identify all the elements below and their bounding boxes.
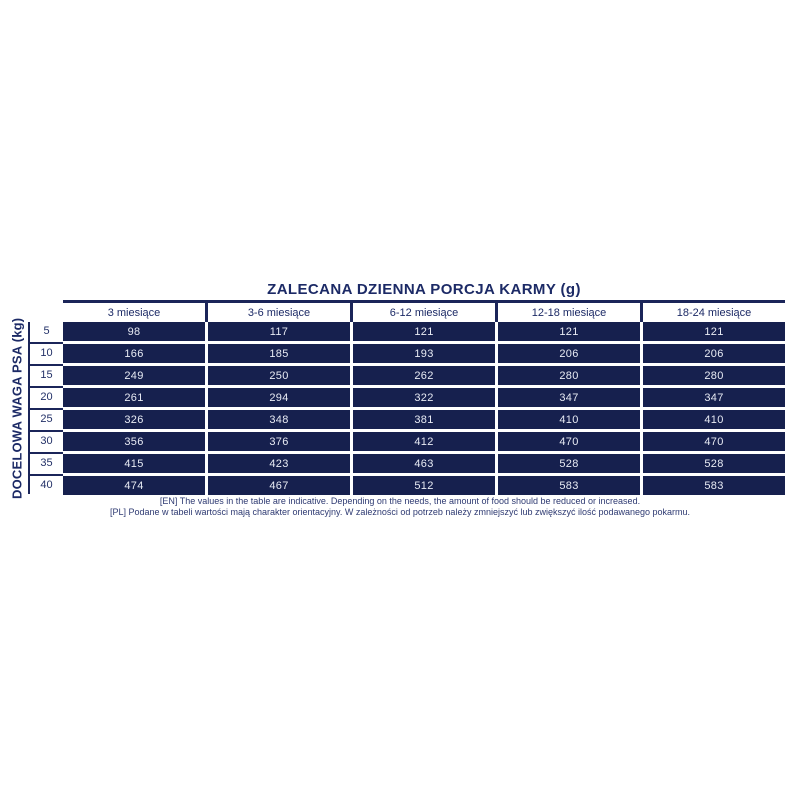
header-separator [640,303,643,322]
portion-value-cell: 356 [63,432,205,451]
weight-label: 20 [30,388,63,410]
portion-value-cell: 185 [208,344,350,363]
footnote-en: [EN] The values in the table are indicat… [159,496,641,506]
weight-label: 15 [30,366,63,388]
portion-value-cell: 294 [208,388,350,407]
column-header: 18-24 miesiące [643,303,785,322]
table-row: 356 376 412 470 470 [63,432,785,451]
table-title: ZALECANA DZIENNA PORCJA KARMY (g) [267,281,581,298]
column-header: 6-12 miesiące [353,303,495,322]
portion-value-cell: 249 [63,366,205,385]
table-body: 98 117 121 121 121 166 185 193 206 206 249 250 262 28… [63,322,785,498]
portion-value-cell: 347 [643,388,785,407]
portion-value-cell: 467 [208,476,350,495]
portion-value-cell: 348 [208,410,350,429]
footnote-pl: [PL] Podane w tabeli wartości mają chara… [109,507,691,517]
portion-value-cell: 347 [498,388,640,407]
table-row: 474 467 512 583 583 [63,476,785,495]
table-row: 326 348 381 410 410 [63,410,785,429]
portion-value-cell: 474 [63,476,205,495]
table-row: 166 185 193 206 206 [63,344,785,363]
portion-value-cell: 470 [498,432,640,451]
weight-label: 30 [30,432,63,454]
portion-value-cell: 206 [643,344,785,363]
footnotes: [EN] The values in the table are indicat… [0,496,800,518]
table-row: 249 250 262 280 280 [63,366,785,385]
column-header: 3 miesiące [63,303,205,322]
row-axis-label: DOCELOWA WAGA PSA (kg) [9,317,25,499]
weight-label: 5 [30,322,63,344]
portion-value-cell: 326 [63,410,205,429]
weight-labels-column: 5 10 15 20 25 30 35 40 [30,322,63,495]
portion-value-cell: 470 [643,432,785,451]
table-row: 98 117 121 121 121 [63,322,785,341]
portion-value-cell: 98 [63,322,205,341]
table-top-rule [63,300,785,303]
axis-divider-line [28,322,30,494]
column-header: 12-18 miesiące [498,303,640,322]
weight-label: 25 [30,410,63,432]
portion-value-cell: 262 [353,366,495,385]
portion-value-cell: 261 [63,388,205,407]
portion-value-cell: 463 [353,454,495,473]
table-header-row: 3 miesiące 3-6 miesiące 6-12 miesiące 12-18… [63,303,785,322]
portion-value-cell: 250 [208,366,350,385]
portion-value-cell: 381 [353,410,495,429]
portion-value-cell: 166 [63,344,205,363]
portion-value-cell: 410 [643,410,785,429]
portion-value-cell: 376 [208,432,350,451]
weight-label: 10 [30,344,63,366]
weight-label: 40 [40,479,53,491]
portion-value-cell: 583 [498,476,640,495]
column-header: 3-6 miesiące [208,303,350,322]
portion-value-cell: 528 [498,454,640,473]
portion-value-cell: 528 [643,454,785,473]
portion-value-cell: 206 [498,344,640,363]
portion-value-cell: 117 [208,322,350,341]
header-separator [205,303,208,322]
header-separator [495,303,498,322]
portion-value-cell: 193 [353,344,495,363]
portion-value-cell: 121 [643,322,785,341]
portion-value-cell: 415 [63,454,205,473]
table-row: 415 423 463 528 528 [63,454,785,473]
header-separator [350,303,353,322]
portion-value-cell: 121 [353,322,495,341]
portion-value-cell: 410 [498,410,640,429]
table-row: 261 294 322 347 347 [63,388,785,407]
portion-value-cell: 423 [208,454,350,473]
portion-value-cell: 583 [643,476,785,495]
portion-value-cell: 121 [498,322,640,341]
portion-value-cell: 280 [498,366,640,385]
portion-value-cell: 322 [353,388,495,407]
portion-value-cell: 512 [353,476,495,495]
weight-label: 35 [30,454,63,476]
portion-value-cell: 412 [353,432,495,451]
portion-value-cell: 280 [643,366,785,385]
